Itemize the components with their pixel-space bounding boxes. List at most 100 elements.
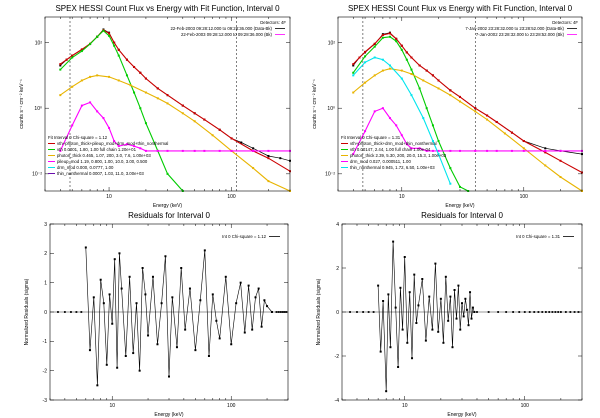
- data-point: [279, 157, 282, 160]
- residual-point: [411, 357, 414, 360]
- residual-point: [108, 293, 111, 296]
- data-point: [252, 147, 255, 150]
- residual-panel-right: Residuals for Interval 0 Energy (keV) Norm…: [316, 211, 583, 418]
- data-point: [459, 185, 461, 188]
- zero-point: [573, 311, 576, 313]
- residual-point: [175, 346, 178, 349]
- residual-point: [471, 306, 474, 309]
- data-point: [144, 77, 147, 80]
- data-point: [449, 182, 452, 185]
- fit-legend-header: Fit Interval 0 Chi-square = 1.31: [341, 135, 401, 140]
- residual-point: [428, 295, 431, 298]
- zero-point: [279, 311, 282, 313]
- fit-legend-header: Fit Interval 0 Chi-square = 1.12: [48, 135, 108, 140]
- data-point: [410, 94, 413, 97]
- data-point: [364, 130, 367, 133]
- residual-point: [184, 328, 187, 331]
- zero-point: [564, 311, 567, 313]
- data-point: [388, 67, 391, 70]
- data-point: [410, 73, 413, 76]
- residual-point: [462, 315, 465, 318]
- residual-point: [389, 346, 392, 349]
- data-point: [113, 140, 116, 143]
- residual-point: [442, 341, 445, 344]
- zero-point: [281, 311, 284, 313]
- data-point: [418, 87, 421, 90]
- legend-entry: drm_mod 0.027, 0.000511, 1.00: [350, 159, 411, 164]
- residual-point: [469, 291, 472, 294]
- data-point: [486, 118, 489, 121]
- data-point: [125, 74, 128, 77]
- data-point: [373, 110, 376, 113]
- series-line: [59, 29, 184, 192]
- y-tick-label: -4: [335, 398, 340, 404]
- legend-entry: thin_nonthermal 0.0007, 1.03, 11.0, 3.00…: [57, 171, 144, 176]
- data-point: [364, 61, 367, 64]
- data-point: [400, 69, 403, 72]
- residual-point: [392, 240, 395, 243]
- data-point: [267, 180, 270, 183]
- residual-point: [160, 302, 163, 305]
- data-point: [544, 149, 547, 152]
- data-point: [410, 147, 413, 150]
- data-point: [96, 110, 99, 113]
- residual-point: [394, 306, 397, 309]
- data-point: [373, 74, 376, 77]
- data-point: [449, 149, 452, 152]
- residual-point: [473, 311, 476, 313]
- residual-point: [439, 297, 442, 300]
- data-point: [125, 58, 128, 61]
- data-point: [133, 65, 136, 68]
- data-point: [388, 117, 391, 120]
- x-tick-label: 100: [227, 194, 236, 200]
- residual-point: [449, 295, 452, 298]
- data-point: [405, 58, 408, 61]
- residual-point: [102, 302, 105, 305]
- data-point: [486, 114, 489, 117]
- data-point: [89, 101, 92, 104]
- data-point: [108, 126, 111, 129]
- y-tick-label: 1: [44, 280, 47, 286]
- residual-point: [180, 267, 183, 269]
- residual-point: [224, 275, 227, 278]
- data-point: [230, 149, 233, 152]
- data-point: [108, 34, 111, 37]
- data-point: [59, 149, 62, 152]
- plot-frame: [49, 223, 289, 401]
- zero-point: [523, 311, 526, 313]
- residual-point: [215, 319, 218, 322]
- data-point: [211, 134, 214, 137]
- data-point: [133, 91, 136, 94]
- residual-point: [451, 346, 454, 349]
- residual-point: [424, 339, 427, 342]
- data-point: [559, 176, 562, 179]
- data-point: [364, 50, 367, 53]
- data-point: [96, 35, 99, 38]
- residual-point: [431, 328, 434, 331]
- data-point: [71, 85, 74, 88]
- data-point: [117, 54, 120, 57]
- zero-point: [283, 311, 286, 313]
- residual-point: [168, 375, 170, 378]
- plot-frame: [341, 223, 583, 401]
- legend-entry: vth+photon_thick+pileup_mod+drm_mod+thin…: [57, 141, 168, 146]
- residual-point: [251, 328, 254, 331]
- data-point: [400, 48, 403, 51]
- residual-point: [96, 384, 99, 387]
- data-point: [352, 64, 355, 67]
- data-point: [113, 41, 116, 44]
- data-point: [96, 74, 99, 77]
- residual-point: [124, 355, 127, 357]
- zero-point: [518, 311, 521, 313]
- residual-point: [385, 390, 388, 393]
- data-point: [400, 134, 403, 137]
- data-point: [89, 75, 92, 78]
- zero-point: [551, 311, 554, 313]
- residual-point: [417, 304, 420, 307]
- legend-entry: photon_thick 0.465, 1.07, 200, 3.0, 7.6,…: [57, 153, 151, 158]
- data-point: [544, 151, 547, 154]
- legend-entry: pileup_mod 1.19, 0.800, 1.00, 10.0, 3.00…: [57, 159, 148, 164]
- zero-point: [362, 311, 365, 313]
- data-point: [352, 153, 355, 156]
- data-point: [139, 71, 142, 74]
